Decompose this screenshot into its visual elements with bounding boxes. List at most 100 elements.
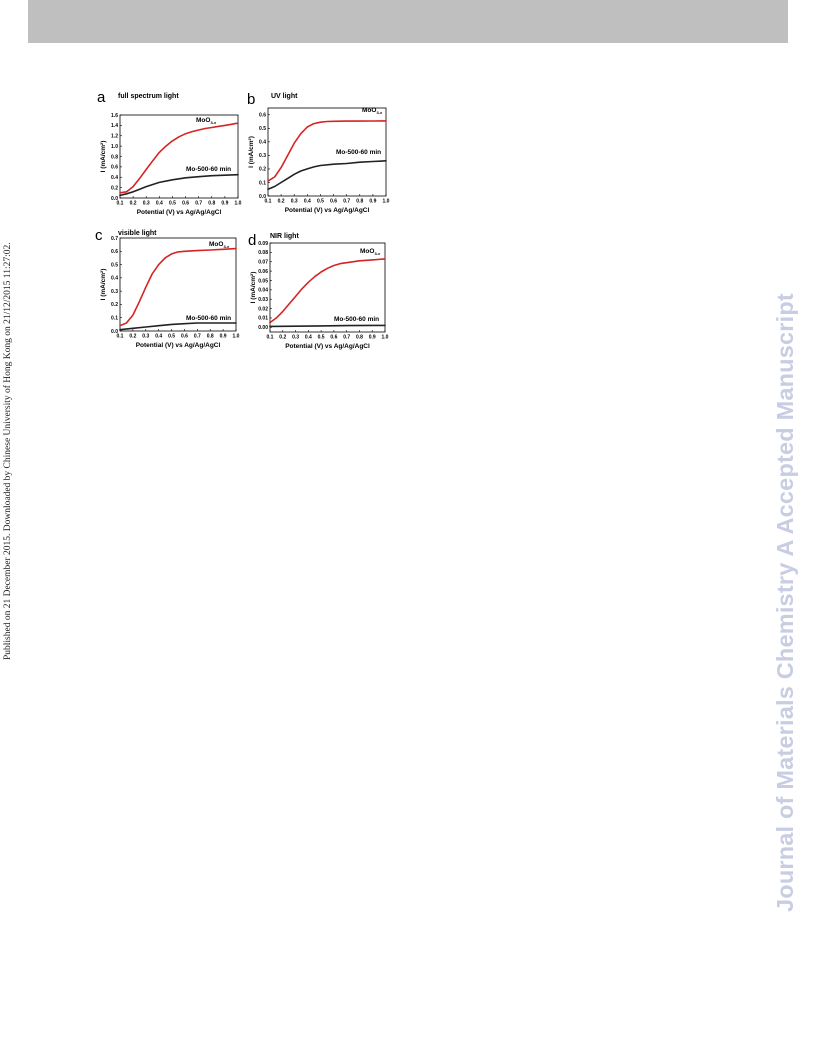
- chart-a-ytick-label-6: 1.2: [111, 134, 118, 140]
- chart-a-ytick-label-3: 0.6: [111, 165, 118, 171]
- chart-a-label-moo-subscript: 3-x: [210, 120, 217, 125]
- chart-b-xtick-label-0: 0.1: [265, 199, 272, 205]
- chart-d-ytick-label-5: 0.05: [258, 278, 268, 284]
- chart-a-ytick-label-2: 0.4: [111, 175, 118, 181]
- chart-d-xtick-label-5: 0.6: [330, 335, 337, 341]
- chart-c-frame: [119, 237, 237, 332]
- chart-d-ytick-label-1: 0.01: [258, 316, 268, 322]
- chart-b-letter: b: [247, 91, 255, 108]
- chart-b-ytick-label-2: 0.2: [259, 167, 266, 173]
- chart-b-xtick-label-7: 0.8: [356, 199, 363, 205]
- chart-b-series-mo500: [267, 160, 387, 190]
- header-bar: [28, 0, 788, 43]
- chart-b-label-moo: MoO3-x: [362, 107, 383, 115]
- chart-d-ytick-label-6: 0.06: [258, 269, 268, 275]
- chart-d-ytick-label-3: 0.03: [258, 297, 268, 303]
- chart-a-series-moo: [119, 122, 238, 194]
- chart-b-ytick-label-1: 0.1: [259, 180, 266, 186]
- chart-a-ytick-label-1: 0.2: [111, 185, 118, 191]
- chart-a-xtick-label-0: 0.1: [117, 201, 124, 207]
- chart-c-ytick-label-4: 0.4: [111, 276, 118, 282]
- chart-b-xlabel: Potential (V) vs Ag/Ag/AgCl: [285, 207, 370, 214]
- chart-b: b UV light 0.1 0.2 0.3 0.4 0.5 0.6 0.7 0.8 0.9 1.0 0…: [247, 91, 390, 214]
- chart-c-xtick-label-6: 0.7: [194, 334, 201, 340]
- chart-d-title: NIR light: [270, 233, 299, 240]
- chart-c-ytick-label-5: 0.5: [111, 262, 118, 268]
- chart-d-xtick-label-9: 1.0: [382, 335, 389, 341]
- chart-a-label-moo: MoO3-x: [196, 117, 217, 125]
- chart-c-letter: c: [95, 227, 103, 244]
- chart-a-ytick-label-4: 0.8: [111, 154, 118, 160]
- chart-c-ytick-label-2: 0.2: [111, 302, 118, 308]
- chart-c-series-moo: [119, 247, 237, 327]
- chart-b-ytick-label-6: 0.6: [259, 113, 266, 119]
- chart-c-xlabel: Potential (V) vs Ag/Ag/AgCl: [136, 342, 221, 349]
- chart-d-series-mo500: [269, 324, 386, 328]
- chart-b-xtick-label-5: 0.6: [330, 199, 337, 205]
- chart-b-label-moo-subscript: 3-x: [376, 110, 383, 115]
- chart-d-ytick-label-4: 0.04: [258, 288, 268, 294]
- chart-c-ytick-label-0: 0.0: [111, 329, 118, 335]
- chart-a-xtick-label-1: 0.2: [130, 201, 137, 207]
- chart-a-letter: a: [97, 89, 106, 106]
- chart-a-xtick-label-3: 0.4: [156, 201, 163, 207]
- chart-a-series-mo500: [119, 173, 239, 197]
- chart-b-ytick-label-4: 0.4: [259, 140, 266, 146]
- chart-a-xtick-label-4: 0.5: [169, 201, 176, 207]
- chart-b-xtick-label-2: 0.3: [291, 199, 298, 205]
- chart-b-title: UV light: [271, 93, 298, 100]
- chart-a-xtick-label-9: 1.0: [235, 201, 242, 207]
- chart-a-ytick-label-0: 0.0: [111, 196, 118, 202]
- chart-c-ylabel: I (mA/cm²): [100, 269, 107, 301]
- chart-c-ytick-label-6: 0.6: [111, 249, 118, 255]
- chart-a-xtick-label-8: 0.9: [221, 201, 228, 207]
- chart-d-ytick-label-8: 0.08: [258, 250, 268, 256]
- chart-d-xlabel: Potential (V) vs Ag/Ag/AgCl: [285, 343, 370, 350]
- chart-b-frame: [267, 107, 387, 197]
- chart-d-ytick-label-0: 0.00: [258, 325, 268, 331]
- chart-b-xtick-label-6: 0.7: [343, 199, 350, 205]
- chart-c-xtick-label-1: 0.2: [129, 334, 136, 340]
- chart-a-xlabel: Potential (V) vs Ag/Ag/AgCl: [137, 209, 222, 216]
- chart-b-ylabel: I (mA/cm²): [248, 136, 255, 168]
- chart-a-ytick-label-5: 1.0: [111, 144, 118, 150]
- chart-c-xtick-label-9: 1.0: [233, 334, 240, 340]
- chart-d-xtick-label-8: 0.9: [369, 335, 376, 341]
- chart-c-ytick-label-1: 0.1: [111, 316, 118, 322]
- chart-c-ytick-label-3: 0.3: [111, 289, 118, 295]
- chart-a-frame: [119, 114, 239, 199]
- chart-d-xtick-label-4: 0.5: [318, 335, 325, 341]
- chart-b-xtick-label-3: 0.4: [304, 199, 311, 205]
- chart-a-ylabel: I (mA/cm²): [100, 141, 107, 173]
- chart-d-ytick-label-2: 0.02: [258, 306, 268, 312]
- chart-c-label-moo: MoO3-x: [209, 241, 230, 249]
- chart-a-xtick-label-2: 0.3: [143, 201, 150, 207]
- chart-c-ytick-label-7: 0.7: [111, 236, 118, 242]
- chart-a-xtick-label-7: 0.8: [208, 201, 215, 207]
- chart-d-label-moo-subscript: 3-x: [374, 251, 381, 256]
- chart-b-ytick-label-0: 0.0: [259, 194, 266, 200]
- chart-a-label-mo500: Mo-500-60 min: [186, 166, 231, 173]
- chart-a-xtick-label-6: 0.7: [195, 201, 202, 207]
- chart-d-ylabel: I (mA/cm²): [250, 272, 257, 304]
- chart-b-ytick-label-5: 0.5: [259, 126, 266, 132]
- chart-c: c visible light 0.1 0.2 0.3 0.4 0.5 0.6 0.7 0.8 0.…: [95, 227, 240, 349]
- chart-d-ytick-label-7: 0.07: [258, 260, 268, 266]
- chart-b-label-mo500: Mo-500-60 min: [336, 149, 381, 156]
- chart-b-ytick-label-3: 0.3: [259, 153, 266, 159]
- chart-c-xtick-label-2: 0.3: [142, 334, 149, 340]
- chart-b-xtick-label-4: 0.5: [317, 199, 324, 205]
- chart-c-xtick-label-0: 0.1: [117, 334, 124, 340]
- chart-d-ytick-label-9: 0.09: [258, 241, 268, 247]
- chart-d-frame: [269, 242, 386, 333]
- chart-d: d NIR light 0.1 0.2 0.3 0.4 0.5 0.6 0.7 0.8 0.9 1.0…: [248, 232, 389, 350]
- chart-a: a full spectrum light 0.1 0.2 0.3 0.4 0.5 0.6 0.…: [97, 89, 242, 216]
- chart-a-title: full spectrum light: [118, 93, 179, 100]
- chart-c-xtick-label-8: 0.9: [220, 334, 227, 340]
- chart-c-label-moo-subscript: 3-x: [223, 244, 230, 249]
- chart-a-ytick-label-7: 1.4: [111, 123, 118, 129]
- chart-d-xtick-label-6: 0.7: [343, 335, 350, 341]
- chart-b-xtick-label-9: 1.0: [383, 199, 390, 205]
- chart-c-xtick-label-7: 0.8: [207, 334, 214, 340]
- chart-d-xtick-label-3: 0.4: [305, 335, 312, 341]
